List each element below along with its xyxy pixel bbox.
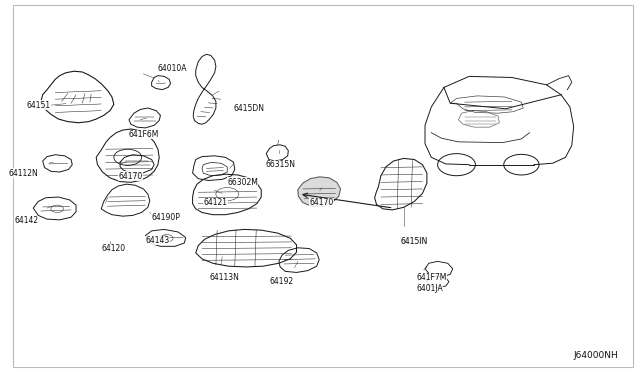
Text: 64112N: 64112N: [8, 169, 38, 177]
Text: 641F7M: 641F7M: [416, 273, 447, 282]
Text: 6401JA: 6401JA: [416, 284, 443, 293]
Text: 64170: 64170: [118, 171, 143, 180]
Polygon shape: [298, 177, 340, 206]
Text: 64143: 64143: [145, 236, 170, 245]
Text: 64010A: 64010A: [158, 64, 188, 73]
Text: 64190P: 64190P: [152, 213, 180, 222]
Text: 6415DN: 6415DN: [234, 104, 264, 113]
Text: 64192: 64192: [269, 277, 294, 286]
Text: 6415lN: 6415lN: [401, 237, 428, 246]
Text: 64151: 64151: [27, 100, 51, 110]
Text: 6415lN: 6415lN: [400, 237, 427, 246]
Text: J64000NH: J64000NH: [573, 351, 618, 360]
Text: 64170: 64170: [309, 198, 333, 207]
Text: 64142: 64142: [14, 217, 38, 225]
Text: 641F6M: 641F6M: [129, 130, 159, 139]
Text: 66315N: 66315N: [265, 160, 295, 169]
Text: 64120: 64120: [101, 244, 125, 253]
Text: 66302M: 66302M: [227, 178, 258, 187]
Text: 64121: 64121: [204, 198, 227, 207]
Text: 64113N: 64113N: [209, 273, 239, 282]
